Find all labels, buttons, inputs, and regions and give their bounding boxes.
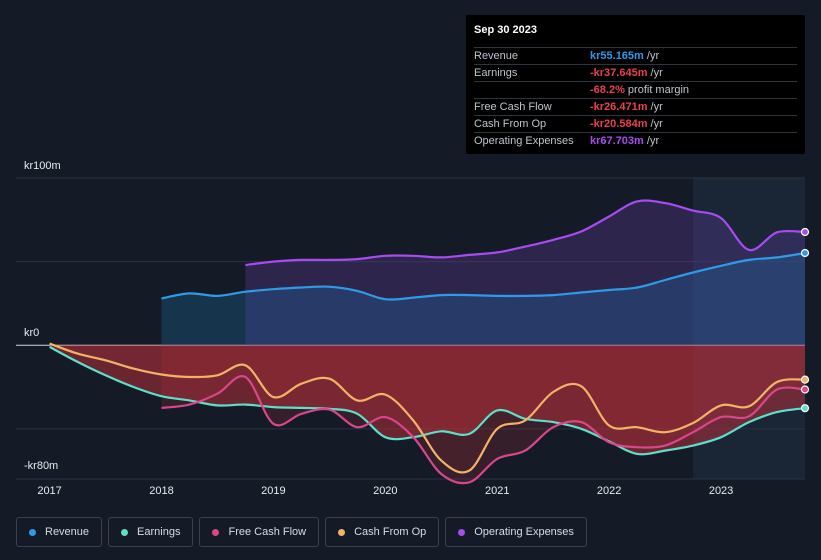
legend-dot-icon [121,528,129,536]
tooltip-row-value: -kr26.471m /yr [590,101,663,113]
operating-expenses-area [245,200,805,346]
tooltip-row-label: Operating Expenses [474,135,574,147]
tooltip-row: Cash From Op -kr20.584m /yr [474,115,797,133]
tooltip-date: Sep 30 2023 [474,24,537,36]
tooltip-row: -68.2% profit margin [474,81,797,99]
free-cash-flow-end-marker [800,385,810,394]
legend-item-revenue[interactable]: Revenue [16,517,103,547]
legend-dot-icon [29,528,36,536]
x-tick-2021: 2021 [484,485,510,497]
revenue-line [161,251,806,301]
legend-label: Revenue [45,526,90,538]
tooltip-row: Operating Expenses kr67.703m /yr [474,132,797,150]
revenue-end-marker [800,248,810,258]
data-tooltip: Sep 30 2023 Revenue kr55.165m /yr Earnings… [466,15,805,154]
tooltip-row-value: -kr37.645m /yr [590,67,663,79]
tooltip-row-label: Revenue [474,50,519,62]
tooltip-row: Earnings -kr37.645m /yr [474,64,797,82]
x-tick-2018: 2018 [149,485,174,497]
cash-from-op-line [49,342,806,474]
tooltip-row-value: kr67.703m /yr [590,135,660,147]
tooltip-row-label: Cash From Op [474,118,547,130]
legend-label: Earnings [137,526,181,538]
legend-item-earnings[interactable]: Earnings [108,517,194,547]
tooltip-row: Revenue kr55.165m /yr [474,47,797,65]
free-cash-flow-line [161,375,806,485]
x-tick-2022: 2022 [596,485,622,497]
earnings-area [49,345,806,455]
legend-label: Free Cash Flow [228,526,307,538]
y-tick-bottom: -kr80m [24,460,59,472]
earnings-end-marker [800,404,810,413]
legend-label: Cash From Op [354,526,427,538]
tooltip-row-value: -68.2% profit margin [590,84,690,96]
tooltip-row: Free Cash Flow -kr26.471m /yr [474,98,797,116]
earnings-line [49,345,806,456]
y-tick-zero: kr0 [24,327,40,339]
operating-expenses-line [245,199,806,267]
x-tick-2023: 2023 [708,485,734,497]
free-cash-flow-area [161,345,805,484]
operating-expenses-end-marker [800,227,810,237]
legend-dot-icon [338,528,346,536]
legend-dot-icon [212,528,220,536]
revenue-area [161,253,805,346]
cash-from-op-end-marker [800,375,810,384]
tooltip-row-label: Free Cash Flow [474,101,552,113]
x-tick-2020: 2020 [373,485,398,497]
tooltip-row-value: kr55.165m /yr [590,50,660,62]
legend-item-operating-expenses[interactable]: Operating Expenses [445,517,587,547]
legend-item-cash-from-op[interactable]: Cash From Op [325,517,440,547]
x-tick-2017: 2017 [37,485,62,497]
y-tick-top: kr100m [24,160,61,172]
legend-label: Operating Expenses [474,526,574,538]
legend: Revenue Earnings Free Cash Flow Cash From O… [16,517,587,547]
legend-item-free-cash-flow[interactable]: Free Cash Flow [199,517,320,547]
tooltip-row-value: -kr20.584m /yr [590,118,663,130]
tooltip-row-label: Earnings [474,67,518,79]
cash-from-op-area [49,343,806,473]
x-tick-2019: 2019 [261,485,286,497]
legend-dot-icon [458,528,466,536]
